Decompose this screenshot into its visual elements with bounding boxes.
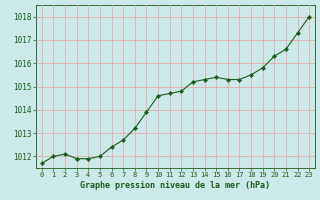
X-axis label: Graphe pression niveau de la mer (hPa): Graphe pression niveau de la mer (hPa): [81, 181, 270, 190]
